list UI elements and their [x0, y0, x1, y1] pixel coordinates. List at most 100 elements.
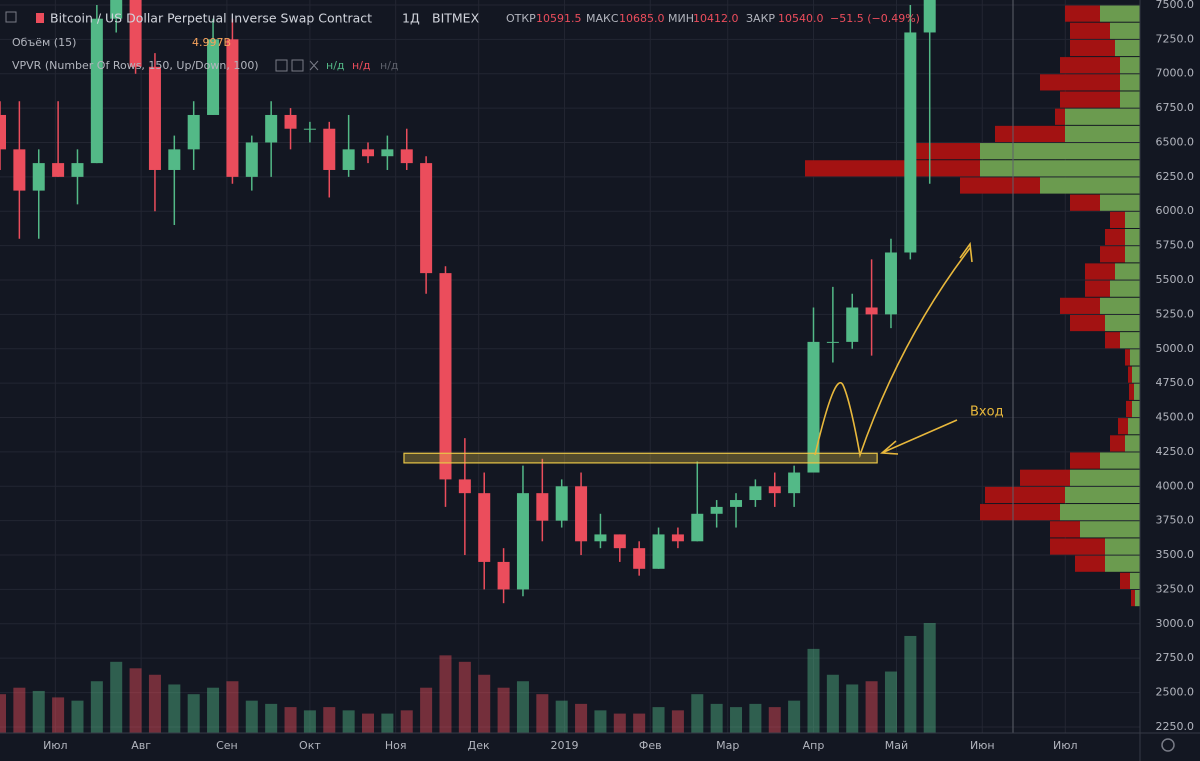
candle-body: [516, 493, 529, 590]
y-tick-label: 7250.0: [1156, 32, 1195, 45]
y-tick-label: 5000.0: [1156, 342, 1195, 355]
ohlc-value: 10412.0: [693, 12, 739, 25]
profile-up: [1105, 555, 1140, 572]
symbol[interactable]: Bitcoin / US Dollar Perpetual Inverse Sw…: [50, 11, 372, 26]
candle-body: [284, 114, 297, 129]
profile-down: [1065, 5, 1100, 22]
study-title[interactable]: VPVR (Number Of Rows, 150, Up/Down, 100): [12, 59, 259, 72]
profile-down: [1060, 57, 1120, 74]
icon[interactable]: [309, 60, 319, 71]
profile-down: [805, 160, 980, 177]
candle-body: [555, 486, 568, 521]
profile-down: [1055, 108, 1065, 125]
candle-body: [633, 548, 646, 569]
volume-bar: [381, 713, 394, 733]
x-tick-label: Июл: [43, 739, 68, 752]
candle-body: [730, 500, 743, 507]
profile-down: [1125, 349, 1130, 366]
profile-down: [1126, 400, 1132, 418]
profile-down: [1050, 538, 1105, 555]
profile-up: [1130, 572, 1140, 589]
volume-bar: [13, 687, 26, 733]
profile-up: [1125, 435, 1140, 452]
profile-up: [980, 143, 1140, 160]
settings-icon[interactable]: [1161, 738, 1175, 752]
candle-body: [110, 0, 123, 19]
profile-down: [1100, 246, 1125, 263]
profile-up: [1125, 211, 1140, 228]
profile-down: [1070, 22, 1110, 39]
entry-zone: [403, 452, 878, 464]
volume-bar: [633, 713, 646, 733]
volume-bar: [0, 694, 7, 733]
icon[interactable]: [275, 59, 288, 72]
profile-up: [1100, 452, 1140, 469]
exchange: BITMEX: [432, 11, 480, 26]
profile-up: [1110, 280, 1140, 297]
y-tick-label: 5500.0: [1156, 273, 1195, 286]
volume-bar: [691, 694, 704, 733]
symbol-icon: [36, 13, 44, 23]
profile-down: [960, 177, 1040, 194]
candle-body: [439, 273, 452, 480]
volume-bar: [904, 635, 917, 733]
volume-bar: [884, 671, 897, 733]
x-tick-label: Июл: [1053, 739, 1078, 752]
profile-up: [1100, 5, 1140, 22]
volume-bar: [187, 694, 200, 733]
candle-body: [226, 39, 239, 177]
profile-up: [1110, 22, 1140, 39]
candle-body: [671, 534, 684, 542]
ohlc-value: 10540.0: [778, 12, 824, 25]
profile-up: [1130, 349, 1140, 366]
study-title[interactable]: Объём (15): [12, 36, 76, 49]
profile-down: [1085, 280, 1110, 297]
collapse-icon[interactable]: [5, 11, 17, 23]
profile-up: [1125, 228, 1140, 246]
zone-layer: [403, 452, 878, 464]
profile-up: [1125, 246, 1140, 263]
volume-bar: [516, 681, 529, 733]
candle-body: [168, 149, 181, 170]
candle-body: [865, 307, 878, 315]
y-tick-label: 4000.0: [1156, 479, 1195, 492]
profile-down: [1131, 589, 1135, 607]
y-tick-label: 2250.0: [1156, 720, 1195, 733]
interval[interactable]: 1Д: [402, 11, 420, 26]
profile-up: [1115, 39, 1140, 57]
x-tick-label: Мар: [716, 739, 739, 752]
candle-body: [400, 149, 413, 164]
ohlc-value: 10685.0: [619, 12, 665, 25]
profile-up: [1070, 469, 1140, 486]
volume-bar: [110, 661, 123, 733]
ohlc-label: МИН: [668, 12, 694, 25]
profile-down: [1105, 228, 1125, 246]
ohlc-value: 10591.5: [536, 12, 582, 25]
profile-down: [1060, 297, 1100, 314]
study-value: н/д: [326, 59, 345, 72]
profile-up: [1040, 177, 1140, 194]
y-tick-label: 7500.0: [1156, 0, 1195, 11]
profile-down: [1075, 555, 1105, 572]
volume-bar: [168, 684, 181, 733]
volume-bar: [846, 684, 859, 733]
candle-body: [52, 163, 65, 177]
y-tick-label: 2500.0: [1156, 686, 1195, 699]
volume-bar: [207, 687, 220, 733]
y-tick-label: 3750.0: [1156, 514, 1195, 527]
volume-bar: [400, 710, 413, 733]
study-value: н/д: [380, 59, 399, 72]
y-tick-label: 5250.0: [1156, 307, 1195, 320]
axes: 2250.0 2500.0 2750.0 3000.0 3250.0 3500.0 3750…: [43, 0, 1194, 752]
study-icons: [275, 59, 319, 72]
volume-bar: [768, 707, 781, 733]
y-tick-label: 7000.0: [1156, 67, 1195, 80]
volume-bar: [458, 661, 471, 733]
study-value: 4.997B: [192, 36, 231, 49]
volume-bar: [52, 697, 65, 733]
x-tick-label: Ноя: [385, 739, 407, 752]
x-tick-label: Авг: [131, 739, 151, 752]
profile-down: [1105, 332, 1120, 349]
icon[interactable]: [291, 59, 304, 72]
